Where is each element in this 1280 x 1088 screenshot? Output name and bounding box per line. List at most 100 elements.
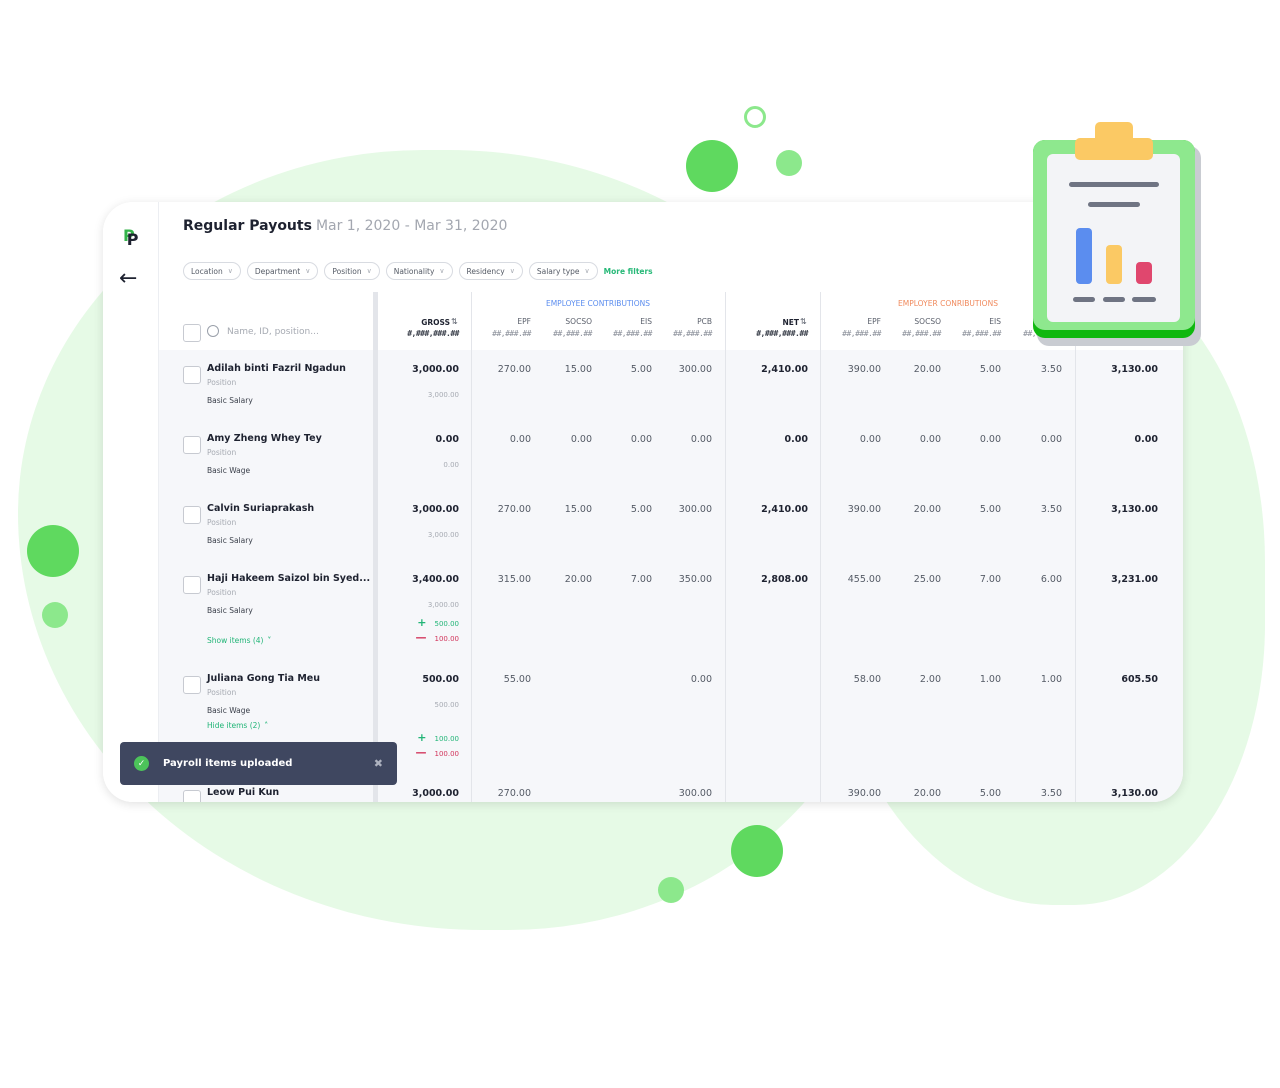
chevron-down-icon: ∨ [227,267,233,275]
employer-contribution: 5.00 [979,364,1001,375]
employee-name[interactable]: Amy Zheng Whey Tey [207,433,322,444]
employer-contribution: 25.00 [913,574,941,585]
filter-residency[interactable]: Residency ∨ [458,262,523,280]
search-icon [207,325,219,337]
employee-position: Position [207,588,237,597]
chevron-down-icon: ∨ [305,267,311,275]
net-value: 2,808.00 [761,574,808,585]
employee-name[interactable]: Leow Pui Kun [207,787,280,798]
bar-red [1136,262,1152,284]
employee-contribution: 20.00 [564,574,592,585]
employee-contribution: 5.00 [630,364,652,375]
gross-value: 3,000.00 [412,788,459,799]
gross-breakdown-pos: +100.00 [379,731,459,744]
filter-department[interactable]: Department ∨ [246,262,319,280]
amount: 3,000.00 [427,391,459,399]
sort-icon[interactable]: ⇅ [451,317,458,326]
app-logo: PP [123,226,138,249]
chevron-down-icon: ˅ [267,636,272,645]
toast-close-icon[interactable]: ✖ [373,757,383,770]
employee-name[interactable]: Calvin Suriaprakash [207,503,315,514]
employee-contribution: 300.00 [678,504,712,515]
net-value: 2,410.00 [761,504,808,515]
gross-breakdown-base: 500.00 [379,701,460,709]
show-items-toggle[interactable]: Show items (4) ˅ [207,636,271,645]
bar-yellow [1106,245,1122,284]
gross-column-header: GROSS [421,318,450,327]
gross-breakdown-base: 3,000.00 [379,391,459,399]
employer-contribution: 3.50 [1040,364,1062,375]
filter-location[interactable]: Location ∨ [183,262,241,280]
row-checkbox[interactable] [183,436,201,454]
col-format: ##,###.## [902,329,941,338]
employee-col-header: PCB [697,317,712,326]
dot-decoration [776,150,802,176]
row-checkbox[interactable] [183,576,201,594]
toggle-label: Show items (4) [207,636,264,645]
row-checkbox[interactable] [183,676,201,694]
upload-success-toast: ✓ Payroll items uploaded ✖ [120,742,397,785]
chevron-down-icon: ∨ [439,267,445,275]
employee-contribution: 7.00 [630,574,652,585]
filter-label: Nationality [393,266,435,276]
employer-contribution: 0.00 [919,434,941,445]
employee-name[interactable]: Adilah binti Fazril Ngadun [207,363,346,374]
employee-position: Position [207,518,237,527]
gross-value: 500.00 [422,674,459,685]
total-value: 3,130.00 [1111,504,1158,515]
select-all-checkbox[interactable] [183,324,201,342]
col-format: ##,###.## [553,329,592,338]
search-input[interactable]: Name, ID, position... [227,327,319,337]
pay-item-label: Basic Salary [207,536,253,545]
amount: 0.00 [443,461,459,469]
dot-decoration [658,877,684,903]
dot-decoration [27,525,79,577]
col-format: ##,###.## [673,329,712,338]
sort-icon[interactable]: ⇅ [800,317,807,326]
page-title: Regular Payouts Mar 1, 2020 - Mar 31, 202… [183,218,508,234]
row-checkbox[interactable] [183,790,201,802]
filter-salary-type[interactable]: Salary type ∨ [528,262,598,280]
employee-col-header: EPF [517,317,531,326]
chevron-up-icon: ˄ [264,721,269,730]
employee-contribution: 270.00 [497,504,531,515]
gross-breakdown-base: 3,000.00 [379,531,459,539]
employee-name[interactable]: Juliana Gong Tia Meu [207,673,321,684]
filter-label: Location [191,266,223,276]
hide-items-toggle[interactable]: Hide items (2) ˄ [207,721,268,730]
net-value: 0.00 [784,434,808,445]
name-column-divider [373,292,378,802]
gross-value: 0.00 [435,434,459,445]
employee-contribution: 300.00 [678,364,712,375]
employee-position: Position [207,688,237,697]
dot-decoration [42,602,68,628]
pay-item-label: Basic Salary [207,606,253,615]
col-format: ##,###.## [613,329,652,338]
filter-position[interactable]: Position ∨ [324,262,380,280]
check-circle-icon: ✓ [134,756,149,771]
chevron-down-icon: ∨ [509,267,515,275]
employer-contribution: 390.00 [847,364,881,375]
employee-col-header: SOCSO [565,317,592,326]
col-format: ##,###.## [492,329,531,338]
employee-contribution: 270.00 [497,364,531,375]
employee-name[interactable]: Haji Hakeem Saizol bin Syed... [207,573,371,584]
row-checkbox[interactable] [183,506,201,524]
employee-contribution: 0.00 [690,674,712,685]
employee-contribution: 55.00 [503,674,531,685]
toast-message: Payroll items uploaded [163,758,293,769]
employer-contribution: 6.00 [1040,574,1062,585]
filter-nationality[interactable]: Nationality ∨ [385,262,453,280]
employee-contribution: 15.00 [564,364,592,375]
pay-item-label: Basic Salary [207,396,253,405]
plus-icon: + [417,731,427,744]
more-filters-link[interactable]: More filters [603,266,653,276]
employer-contribution: 20.00 [913,504,941,515]
row-checkbox[interactable] [183,366,201,384]
col-format: ##,###.## [842,329,881,338]
dot-decoration [731,825,783,877]
back-arrow-icon[interactable]: ← [119,266,138,291]
pay-item-label: Basic Wage [207,466,251,475]
employee-contribution: 0.00 [630,434,652,445]
employer-contribution: 390.00 [847,788,881,799]
